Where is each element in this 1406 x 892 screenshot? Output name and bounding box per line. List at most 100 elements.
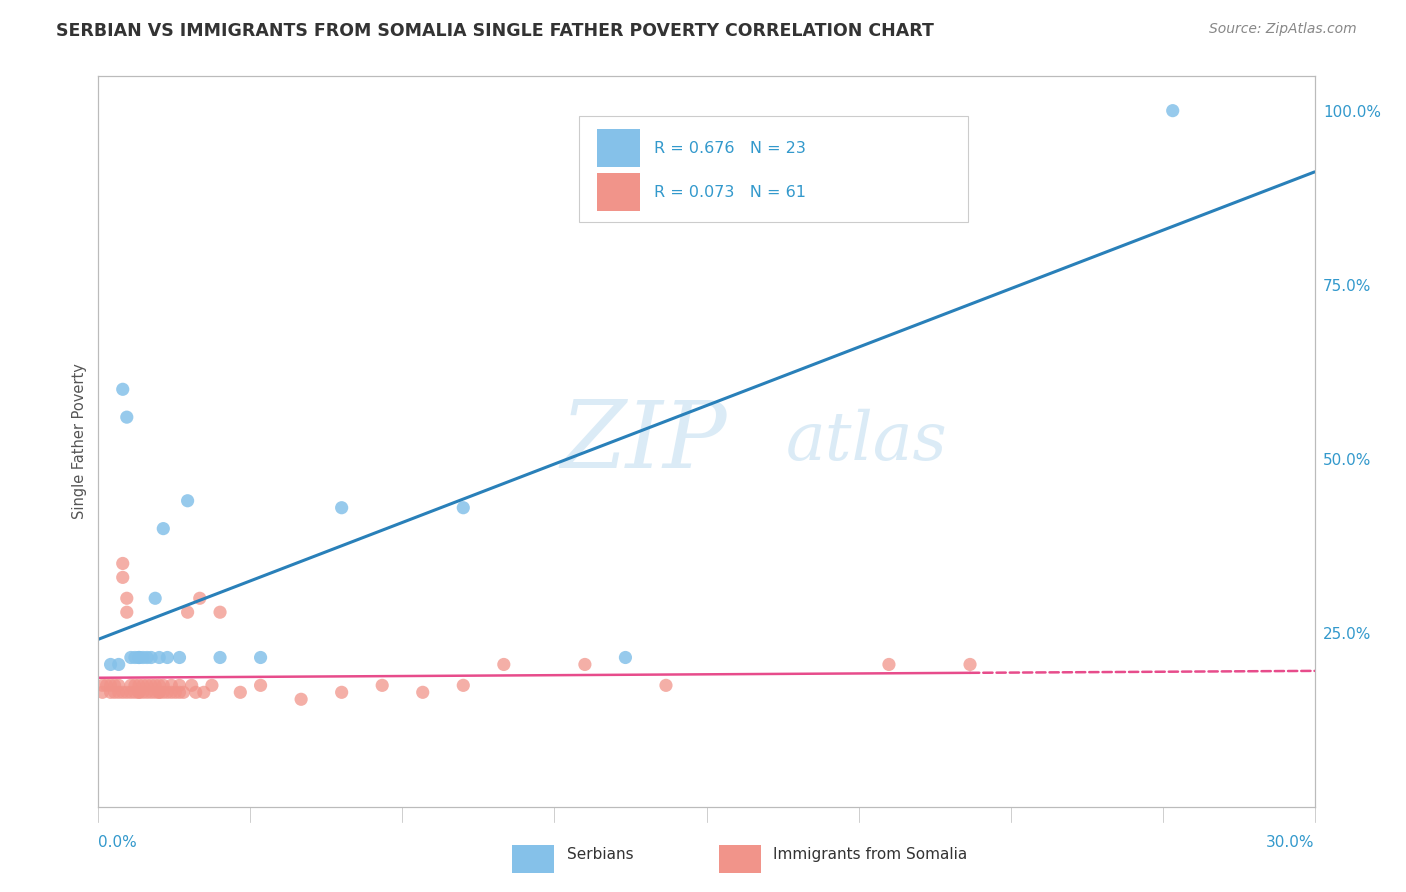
- Text: 30.0%: 30.0%: [1267, 836, 1315, 850]
- Point: [120, 678, 142, 692]
- Text: Serbians: Serbians: [567, 847, 633, 863]
- Point: [111, 570, 134, 584]
- Point: [152, 678, 174, 692]
- Point: [655, 678, 678, 692]
- Point: [139, 650, 162, 665]
- Point: [160, 685, 183, 699]
- Point: [91, 685, 114, 699]
- Point: [115, 591, 138, 606]
- Point: [169, 685, 191, 699]
- Point: [115, 410, 138, 425]
- Point: [132, 685, 155, 699]
- Point: [100, 685, 122, 699]
- Point: [132, 678, 155, 692]
- Point: [107, 657, 129, 672]
- FancyBboxPatch shape: [598, 173, 640, 211]
- Point: [136, 685, 159, 699]
- Text: 0.0%: 0.0%: [98, 836, 138, 850]
- Point: [128, 685, 150, 699]
- Text: SERBIAN VS IMMIGRANTS FROM SOMALIA SINGLE FATHER POVERTY CORRELATION CHART: SERBIAN VS IMMIGRANTS FROM SOMALIA SINGL…: [56, 22, 934, 40]
- Point: [139, 685, 162, 699]
- Text: ZIP: ZIP: [561, 397, 727, 486]
- Y-axis label: Single Father Poverty: Single Father Poverty: [72, 364, 87, 519]
- Point: [330, 500, 353, 515]
- Point: [160, 678, 183, 692]
- Point: [165, 685, 187, 699]
- Point: [120, 650, 142, 665]
- Point: [124, 685, 146, 699]
- Point: [330, 685, 353, 699]
- Point: [136, 678, 159, 692]
- Point: [104, 685, 127, 699]
- Point: [107, 685, 129, 699]
- Point: [201, 678, 224, 692]
- Point: [143, 685, 166, 699]
- Point: [107, 678, 129, 692]
- Point: [229, 685, 252, 699]
- Point: [148, 678, 170, 692]
- Point: [152, 685, 174, 699]
- Point: [180, 678, 202, 692]
- Point: [148, 685, 170, 699]
- Point: [492, 657, 515, 672]
- Point: [111, 382, 134, 396]
- Point: [614, 650, 637, 665]
- Point: [128, 685, 150, 699]
- Point: [184, 685, 207, 699]
- Point: [143, 591, 166, 606]
- Point: [574, 657, 596, 672]
- Point: [412, 685, 434, 699]
- FancyBboxPatch shape: [512, 845, 554, 873]
- Text: R = 0.073   N = 61: R = 0.073 N = 61: [654, 185, 806, 200]
- Text: Source: ZipAtlas.com: Source: ZipAtlas.com: [1209, 22, 1357, 37]
- Text: Immigrants from Somalia: Immigrants from Somalia: [773, 847, 967, 863]
- Point: [111, 557, 134, 571]
- Point: [139, 678, 162, 692]
- FancyBboxPatch shape: [579, 116, 967, 222]
- Point: [115, 685, 138, 699]
- Point: [877, 657, 900, 672]
- Point: [100, 657, 122, 672]
- Point: [209, 605, 232, 619]
- Point: [209, 650, 232, 665]
- Point: [91, 678, 114, 692]
- Point: [148, 685, 170, 699]
- Point: [371, 678, 394, 692]
- Point: [152, 522, 174, 536]
- Point: [120, 685, 142, 699]
- Point: [128, 650, 150, 665]
- Point: [111, 685, 134, 699]
- Point: [176, 605, 198, 619]
- Point: [96, 678, 118, 692]
- Point: [132, 650, 155, 665]
- Point: [100, 678, 122, 692]
- Point: [453, 500, 475, 515]
- Text: atlas: atlas: [786, 409, 948, 475]
- Point: [104, 678, 127, 692]
- Point: [124, 650, 146, 665]
- Point: [249, 678, 271, 692]
- FancyBboxPatch shape: [718, 845, 761, 873]
- FancyBboxPatch shape: [598, 129, 640, 168]
- Point: [193, 685, 215, 699]
- Point: [290, 692, 312, 706]
- Point: [169, 678, 191, 692]
- Text: R = 0.676   N = 23: R = 0.676 N = 23: [654, 141, 806, 156]
- Point: [156, 685, 179, 699]
- Point: [136, 650, 159, 665]
- Point: [169, 650, 191, 665]
- Point: [115, 605, 138, 619]
- Point: [453, 678, 475, 692]
- Point: [173, 685, 195, 699]
- Point: [128, 650, 150, 665]
- Point: [959, 657, 981, 672]
- Point: [188, 591, 211, 606]
- Point: [143, 678, 166, 692]
- Point: [124, 678, 146, 692]
- Point: [249, 650, 271, 665]
- Point: [128, 678, 150, 692]
- Point: [1161, 103, 1184, 118]
- Point: [156, 650, 179, 665]
- Point: [148, 650, 170, 665]
- Point: [176, 493, 198, 508]
